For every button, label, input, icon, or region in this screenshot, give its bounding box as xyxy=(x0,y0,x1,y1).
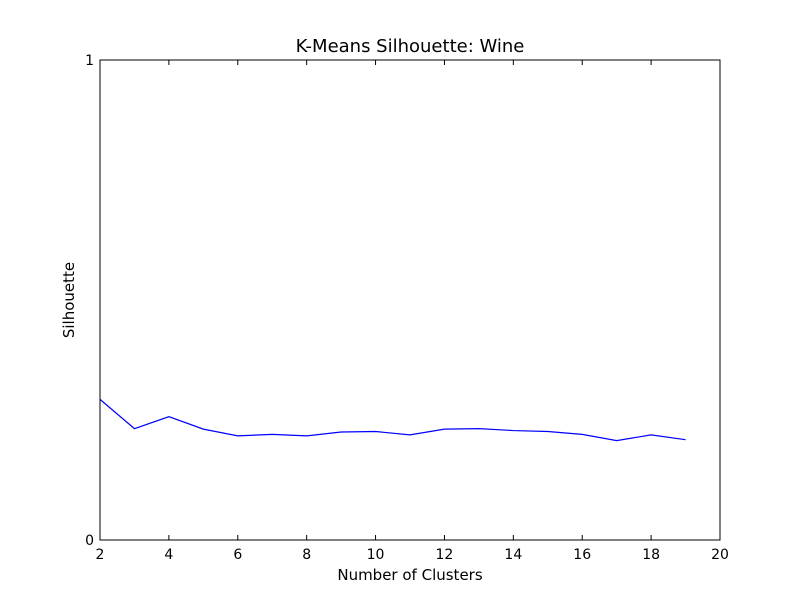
chart-title: K-Means Silhouette: Wine xyxy=(296,36,525,57)
plot-area xyxy=(99,398,686,442)
x-tick-label: 4 xyxy=(164,547,173,563)
series-line-0 xyxy=(99,398,686,442)
x-tick-label: 18 xyxy=(642,547,660,563)
x-axis-ticks: 2 4 6 8 10 12 14 16 18 20 xyxy=(96,60,729,563)
x-tick-label: 20 xyxy=(711,547,729,563)
x-tick-label: 10 xyxy=(367,547,385,563)
x-axis-label: Number of Clusters xyxy=(337,566,482,584)
y-axis-label: Silhouette xyxy=(60,262,78,338)
x-tick-label: 8 xyxy=(302,547,311,563)
y-tick-label: 0 xyxy=(85,533,94,549)
x-tick-label: 2 xyxy=(96,547,105,563)
x-tick-label: 14 xyxy=(504,547,522,563)
x-tick-label: 12 xyxy=(436,547,454,563)
plot-frame xyxy=(99,59,721,541)
y-tick-label: 1 xyxy=(85,53,94,69)
x-tick-label: 16 xyxy=(573,547,591,563)
x-tick-label: 6 xyxy=(233,547,242,563)
y-axis-ticks: 01 xyxy=(85,53,720,549)
